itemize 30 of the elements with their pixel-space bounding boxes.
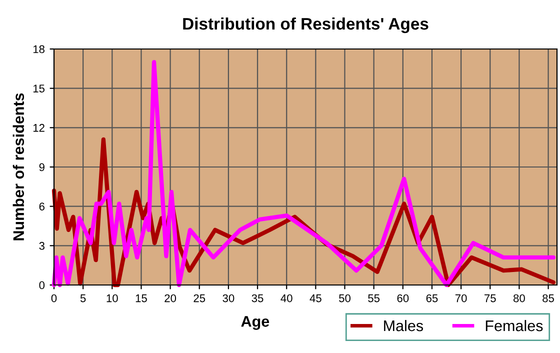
x-tick-label: 5 bbox=[80, 294, 86, 302]
x-tick-label: 55 bbox=[368, 294, 380, 302]
x-tick-label: 85 bbox=[542, 294, 554, 302]
x-tick-label: 30 bbox=[222, 294, 234, 302]
legend-label: Females bbox=[486, 320, 543, 332]
x-axis-title: Age bbox=[241, 316, 270, 330]
x-tick-label: 25 bbox=[194, 294, 206, 302]
x-tick-label: 50 bbox=[339, 294, 350, 302]
chart-title: Distribution of Residents' Ages bbox=[183, 17, 428, 34]
x-tick-label: 10 bbox=[106, 294, 118, 302]
x-tick-label: 75 bbox=[484, 294, 496, 302]
y-tick-label: 0 bbox=[39, 281, 45, 290]
legend-label: Males bbox=[384, 320, 424, 332]
y-tick-label: 9 bbox=[39, 163, 44, 172]
x-tick-label: 40 bbox=[280, 294, 292, 302]
y-tick-label: 12 bbox=[33, 124, 44, 132]
y-tick-label: 18 bbox=[33, 45, 44, 54]
x-tick-label: 15 bbox=[136, 294, 147, 302]
x-tick-label: 70 bbox=[455, 294, 467, 302]
x-tick-label: 35 bbox=[252, 294, 264, 302]
y-tick-label: 6 bbox=[39, 202, 44, 210]
x-tick-label: 65 bbox=[426, 294, 438, 302]
y-axis-title: Number of residents bbox=[12, 93, 24, 240]
x-tick-label: 0 bbox=[51, 294, 57, 302]
y-tick-label: 3 bbox=[39, 242, 44, 250]
x-tick-label: 80 bbox=[514, 294, 525, 302]
x-tick-label: 45 bbox=[310, 294, 322, 302]
y-tick-label: 15 bbox=[33, 84, 45, 92]
x-tick-label: 60 bbox=[397, 294, 409, 302]
x-tick-label: 20 bbox=[164, 294, 176, 302]
